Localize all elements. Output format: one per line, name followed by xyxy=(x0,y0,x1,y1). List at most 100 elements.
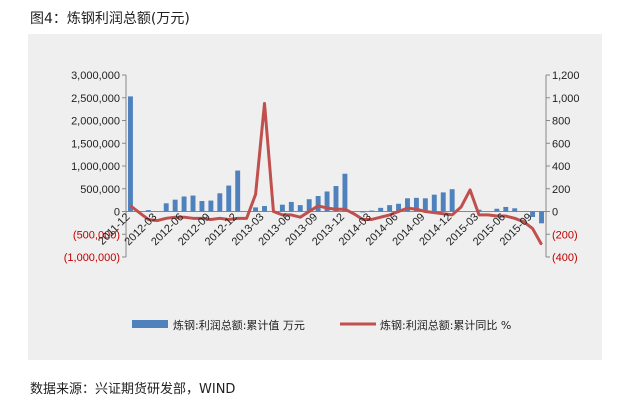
bar-2013-05 xyxy=(279,204,285,212)
yoy-point-2015-09 xyxy=(532,227,534,230)
right-tick-label: 600 xyxy=(552,138,570,150)
bar-2015-05 xyxy=(494,208,500,212)
yoy-point-2015-08 xyxy=(523,221,525,223)
yoy-point-2014-09 xyxy=(424,210,426,213)
left-tick-label: 0 xyxy=(114,207,120,219)
bar-2012-07 xyxy=(190,195,196,212)
yoy-point-2012-10 xyxy=(219,217,221,219)
yoy-point-2013-07 xyxy=(299,216,301,218)
bar-2013-03 xyxy=(262,206,267,212)
bar-2014-03 xyxy=(369,210,375,212)
right-tick-label: 400 xyxy=(552,161,570,173)
bar-2015-06 xyxy=(503,206,509,212)
yoy-point-2015-01 xyxy=(460,206,462,208)
bar-2012-10 xyxy=(217,193,223,212)
bar-2014-12 xyxy=(449,189,455,212)
left-tick-label: (500,000) xyxy=(73,229,120,241)
right-tick-label: 0 xyxy=(552,207,558,219)
yoy-point-2014-11 xyxy=(442,213,444,215)
bar-2014-07 xyxy=(405,198,410,212)
bar-2012-06 xyxy=(181,196,187,212)
yoy-point-2013-11 xyxy=(335,208,337,210)
bar-2014-06 xyxy=(396,203,402,212)
yoy-point-2014-02 xyxy=(362,218,364,221)
yoy-point-2012-02 xyxy=(147,218,149,221)
yoy-point-2014-06 xyxy=(397,210,400,213)
profit-chart: 3,000,000 2,500,000 2,000,000 1,500,000 1,00… xyxy=(64,70,580,332)
ticks-group: 3,000,000 2,500,000 2,000,000 1,500,000 1,00… xyxy=(64,70,580,264)
left-tick-label: 500,000 xyxy=(80,184,120,196)
bar-2012-09 xyxy=(208,200,214,212)
yoy-point-2015-06 xyxy=(505,215,507,217)
yoy-point-2013-06 xyxy=(290,214,292,216)
bar-2013-06 xyxy=(288,201,294,212)
line-group xyxy=(129,101,543,246)
source-note: 数据来源：兴证期货研发部，WIND xyxy=(30,382,236,397)
right-tick-label: 1,000 xyxy=(552,93,580,105)
bar-2014-02 xyxy=(360,211,366,213)
page-title: 图4：炼钢利润总额(万元) xyxy=(30,11,190,27)
bar-2014-04 xyxy=(378,207,384,212)
yoy-point-2012-11 xyxy=(228,218,230,221)
legend-bar-label: 炼钢:利润总额:累计值 万元 xyxy=(173,318,305,332)
yoy-point-2013-02 xyxy=(254,193,257,196)
yoy-point-2014-04 xyxy=(380,216,382,218)
yoy-point-2013-01 xyxy=(246,217,248,219)
yoy-point-2014-05 xyxy=(389,214,391,216)
yoy-point-2013-09 xyxy=(317,205,319,207)
yoy-point-2015-05 xyxy=(496,215,498,217)
yoy-point-2012-07 xyxy=(192,217,194,219)
yoy-point-2013-10 xyxy=(326,207,328,209)
yoy-point-2012-08 xyxy=(201,217,203,219)
bars-group xyxy=(128,96,544,224)
bar-2012-05 xyxy=(172,199,178,212)
left-tick-label: 2,000,000 xyxy=(71,116,120,128)
legend-bar-swatch xyxy=(132,320,168,328)
legend-line-label: 炼钢:利润总额:累计同比 % xyxy=(380,318,511,332)
bar-2013-12 xyxy=(342,173,348,212)
bar-2015-07 xyxy=(512,208,518,212)
bar-2014-09 xyxy=(422,198,428,212)
yoy-point-2012-03 xyxy=(156,220,158,222)
yoy-point-2014-08 xyxy=(415,208,418,210)
yoy-point-2012-05 xyxy=(174,216,176,218)
bar-2013-02 xyxy=(253,207,259,212)
yoy-point-2015-02 xyxy=(469,189,471,191)
legend: 炼钢:利润总额:累计值 万元 炼钢:利润总额:累计同比 % xyxy=(132,318,511,332)
yoy-point-2012-01 xyxy=(138,212,140,214)
bar-2014-08 xyxy=(413,197,419,212)
bar-2013-09 xyxy=(315,196,321,212)
yoy-point-2013-04 xyxy=(272,210,275,213)
bar-2013-07 xyxy=(297,205,303,212)
yoy-point-2014-03 xyxy=(371,218,373,221)
yoy-point-2013-03 xyxy=(263,102,266,105)
right-tick-label: 200 xyxy=(552,184,570,196)
yoy-point-2015-10 xyxy=(540,243,543,246)
yoy-point-2012-09 xyxy=(210,218,212,221)
right-tick-label: 1,200 xyxy=(552,70,580,82)
left-tick-label: 1,500,000 xyxy=(71,138,120,150)
bar-2013-08 xyxy=(306,199,312,212)
yoy-point-2013-08 xyxy=(308,210,310,213)
left-tick-label: 3,000,000 xyxy=(71,70,120,82)
chart-area: 3,000,000 2,500,000 2,000,000 1,500,000 1,00… xyxy=(28,34,602,360)
yoy-point-2012-06 xyxy=(183,216,185,218)
yoy-point-2014-10 xyxy=(433,212,435,214)
bar-2011-12 xyxy=(128,96,133,212)
bar-2014-10 xyxy=(431,194,437,212)
bar-2014-11 xyxy=(440,192,446,212)
left-tick-label: 1,000,000 xyxy=(71,161,120,173)
left-tick-label: 2,500,000 xyxy=(71,93,120,105)
yoy-point-2012-12 xyxy=(237,217,239,219)
left-tick-label: (1,000,000) xyxy=(64,252,120,264)
yoy-point-2014-07 xyxy=(406,207,409,209)
bar-2015-09 xyxy=(530,211,536,217)
bar-2012-12 xyxy=(235,170,241,212)
bar-2013-11 xyxy=(333,186,339,212)
yoy-point-2012-04 xyxy=(165,217,167,219)
yoy-point-2013-05 xyxy=(281,214,283,216)
bar-2014-05 xyxy=(387,205,393,212)
bar-2012-08 xyxy=(199,201,205,212)
right-tick-label: 800 xyxy=(552,116,570,128)
yoy-point-2014-01 xyxy=(353,213,355,215)
